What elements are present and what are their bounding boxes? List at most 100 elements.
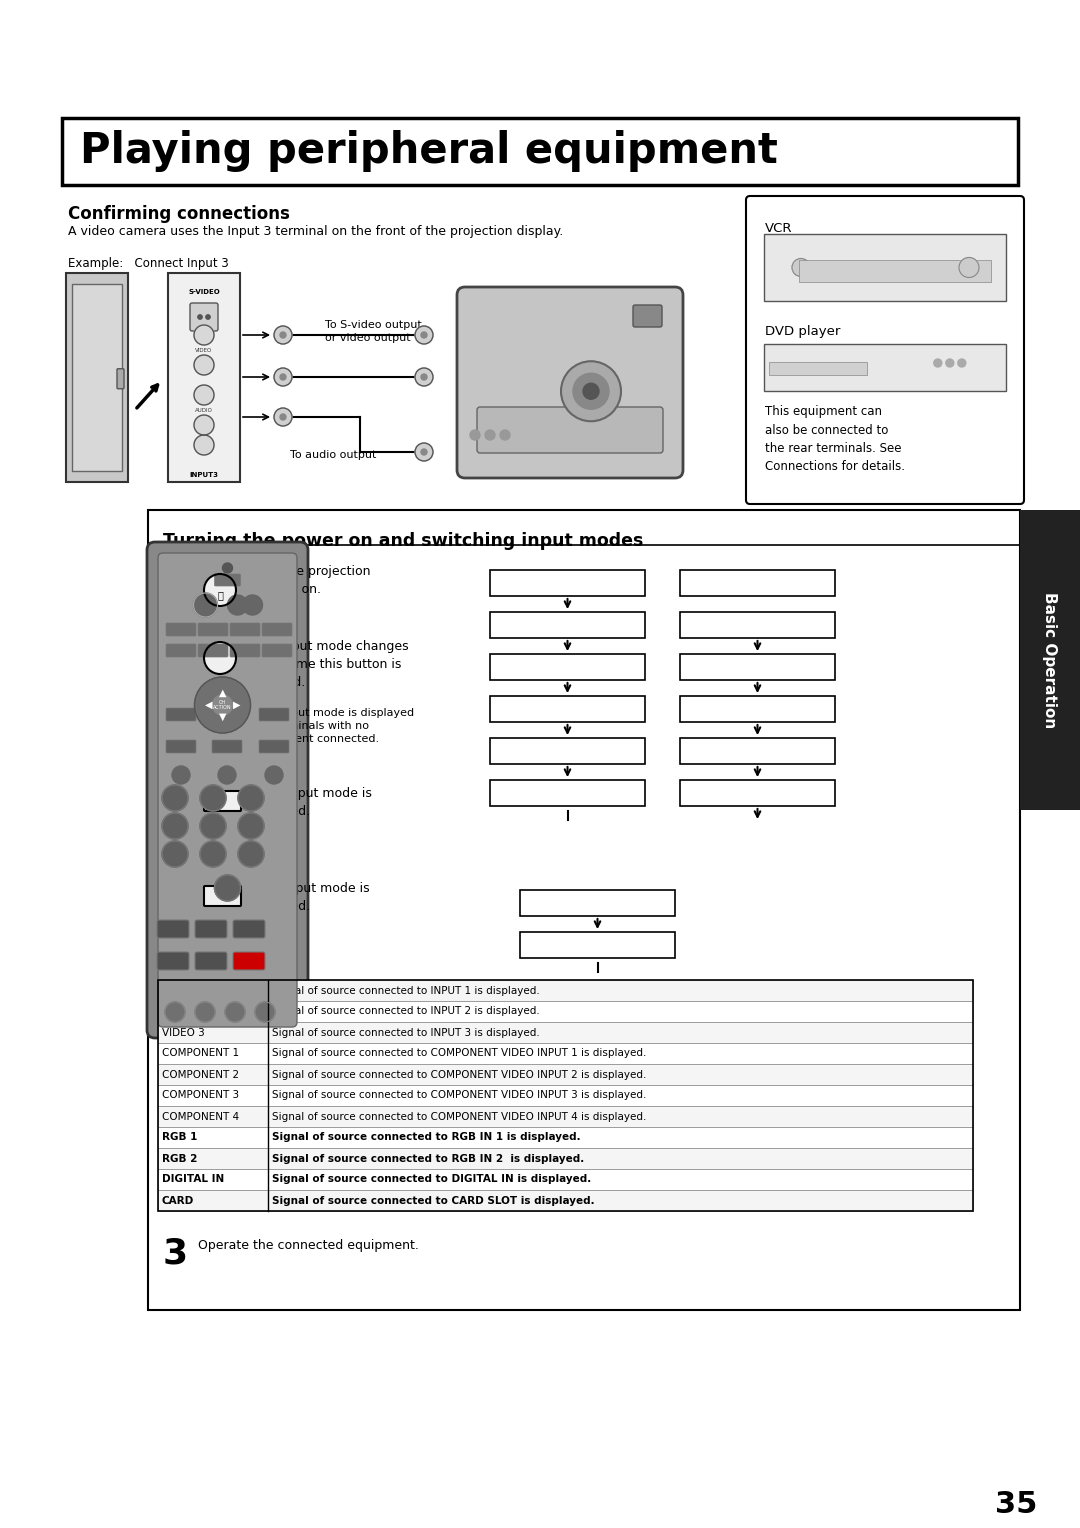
Text: AUX: AUX: [239, 626, 252, 631]
Circle shape: [238, 813, 264, 839]
Circle shape: [274, 325, 292, 344]
Text: ⏻: ⏻: [217, 590, 222, 601]
Circle shape: [415, 368, 433, 387]
Circle shape: [162, 840, 188, 866]
Text: INPUT3: INPUT3: [189, 472, 218, 478]
Text: DTV: DTV: [206, 648, 219, 652]
Text: DIGITAL IN: DIGITAL IN: [162, 1175, 225, 1184]
Text: 0: 0: [224, 882, 232, 894]
Text: COMPONENT 1: COMPONENT 1: [162, 1048, 239, 1059]
Circle shape: [165, 1002, 185, 1022]
Circle shape: [206, 315, 210, 319]
FancyBboxPatch shape: [1020, 510, 1080, 810]
Circle shape: [213, 695, 232, 715]
Text: Signal of source connected to INPUT 2 is displayed.: Signal of source connected to INPUT 2 is…: [272, 1007, 540, 1016]
FancyBboxPatch shape: [166, 623, 195, 636]
Text: ◀◀: ◀◀: [165, 924, 180, 934]
Text: L: L: [203, 362, 205, 368]
Text: TV: TV: [558, 576, 576, 590]
FancyBboxPatch shape: [230, 623, 260, 636]
Text: ◀: ◀: [205, 700, 213, 711]
FancyBboxPatch shape: [204, 792, 241, 811]
Text: Signal of source connected to COMPONENT VIDEO INPUT 4 is displayed.: Signal of source connected to COMPONENT …: [272, 1111, 646, 1122]
Text: PC
MENU: PC MENU: [211, 889, 233, 903]
Text: ▶▶: ▶▶: [242, 924, 257, 934]
Text: RGB 1: RGB 1: [162, 1132, 198, 1143]
FancyBboxPatch shape: [769, 362, 867, 376]
Text: Signal of source connected to COMPONENT VIDEO INPUT 3 is displayed.: Signal of source connected to COMPONENT …: [272, 1091, 646, 1100]
Circle shape: [200, 840, 226, 866]
Text: CH
ACTION: CH ACTION: [213, 700, 232, 711]
Text: R: R: [202, 423, 205, 428]
FancyBboxPatch shape: [799, 260, 991, 281]
FancyBboxPatch shape: [230, 643, 260, 657]
Text: FREEZE
TVWCH: FREEZE TVWCH: [165, 979, 181, 989]
FancyBboxPatch shape: [633, 306, 662, 327]
Text: SD
PLAY: SD PLAY: [213, 795, 231, 807]
Ellipse shape: [959, 258, 978, 278]
Text: COMPONENT 1 *: COMPONENT 1 *: [521, 746, 615, 756]
Text: Signal of source connected to DIGITAL IN is displayed.: Signal of source connected to DIGITAL IN…: [272, 1175, 591, 1184]
Circle shape: [162, 813, 188, 839]
Circle shape: [228, 594, 247, 614]
Text: VIDEO 3: VIDEO 3: [162, 1027, 205, 1038]
Circle shape: [172, 766, 190, 784]
FancyBboxPatch shape: [680, 654, 835, 680]
Text: COMPONENT 4 *: COMPONENT 4 *: [710, 746, 805, 756]
FancyBboxPatch shape: [72, 284, 122, 471]
FancyBboxPatch shape: [195, 920, 227, 938]
Circle shape: [573, 373, 609, 410]
FancyBboxPatch shape: [66, 274, 129, 481]
Text: CARD: CARD: [162, 1195, 194, 1206]
Text: VIDEO 1: VIDEO 1: [162, 986, 205, 996]
FancyBboxPatch shape: [166, 707, 195, 721]
FancyBboxPatch shape: [764, 234, 1005, 301]
FancyBboxPatch shape: [233, 952, 265, 970]
Text: ▲: ▲: [219, 688, 226, 698]
Text: ■: ■: [206, 957, 216, 966]
Text: RECALL: RECALL: [265, 744, 283, 749]
Text: 4: 4: [171, 819, 179, 833]
FancyBboxPatch shape: [262, 643, 292, 657]
Text: COMPONENT 2 *: COMPONENT 2 *: [521, 788, 615, 798]
Text: PIP CH
VCR CH: PIP CH VCR CH: [203, 979, 219, 989]
Text: Playing peripheral equipment: Playing peripheral equipment: [80, 130, 778, 173]
Text: 1: 1: [163, 575, 194, 617]
Text: PROG: PROG: [279, 886, 294, 891]
FancyBboxPatch shape: [746, 196, 1024, 504]
Text: VCR: VCR: [765, 222, 793, 235]
FancyBboxPatch shape: [519, 889, 675, 915]
Text: Signal of source connected to INPUT 3 is displayed.: Signal of source connected to INPUT 3 is…: [272, 1027, 540, 1038]
Text: CARD: CARD: [739, 576, 775, 590]
Text: This equipment can
also be connected to
the rear terminals. See
Connections for : This equipment can also be connected to …: [765, 405, 905, 474]
Text: SAP: SAP: [222, 576, 233, 582]
FancyBboxPatch shape: [168, 274, 240, 481]
Circle shape: [195, 1002, 215, 1022]
Text: SELECT: SELECT: [230, 604, 245, 607]
Circle shape: [421, 374, 427, 380]
FancyBboxPatch shape: [680, 695, 835, 723]
Circle shape: [280, 332, 286, 338]
Text: ●: ●: [244, 957, 254, 966]
Circle shape: [265, 766, 283, 784]
Text: DVD player: DVD player: [765, 325, 840, 338]
Text: Example:   Connect Input 3: Example: Connect Input 3: [68, 257, 229, 270]
Text: 35: 35: [995, 1490, 1038, 1519]
Ellipse shape: [792, 258, 810, 277]
Circle shape: [194, 385, 214, 405]
Circle shape: [415, 443, 433, 461]
Text: SEARCH
OPEN/CLOSE: SEARCH OPEN/CLOSE: [235, 979, 262, 989]
Text: The input mode changes
each time this button is
pressed.: The input mode changes each time this bu…: [253, 640, 408, 689]
Text: RGB 2: RGB 2: [578, 897, 618, 909]
Text: Card input mode is
selected.: Card input mode is selected.: [253, 787, 372, 817]
Text: EXIT: EXIT: [175, 773, 187, 778]
Circle shape: [238, 785, 264, 811]
Text: 2: 2: [208, 792, 217, 805]
Circle shape: [415, 325, 433, 344]
Text: CBL: CBL: [239, 648, 251, 652]
Circle shape: [194, 677, 251, 733]
Circle shape: [561, 361, 621, 422]
Text: 9: 9: [246, 848, 255, 860]
FancyBboxPatch shape: [680, 738, 835, 764]
Circle shape: [280, 374, 286, 380]
